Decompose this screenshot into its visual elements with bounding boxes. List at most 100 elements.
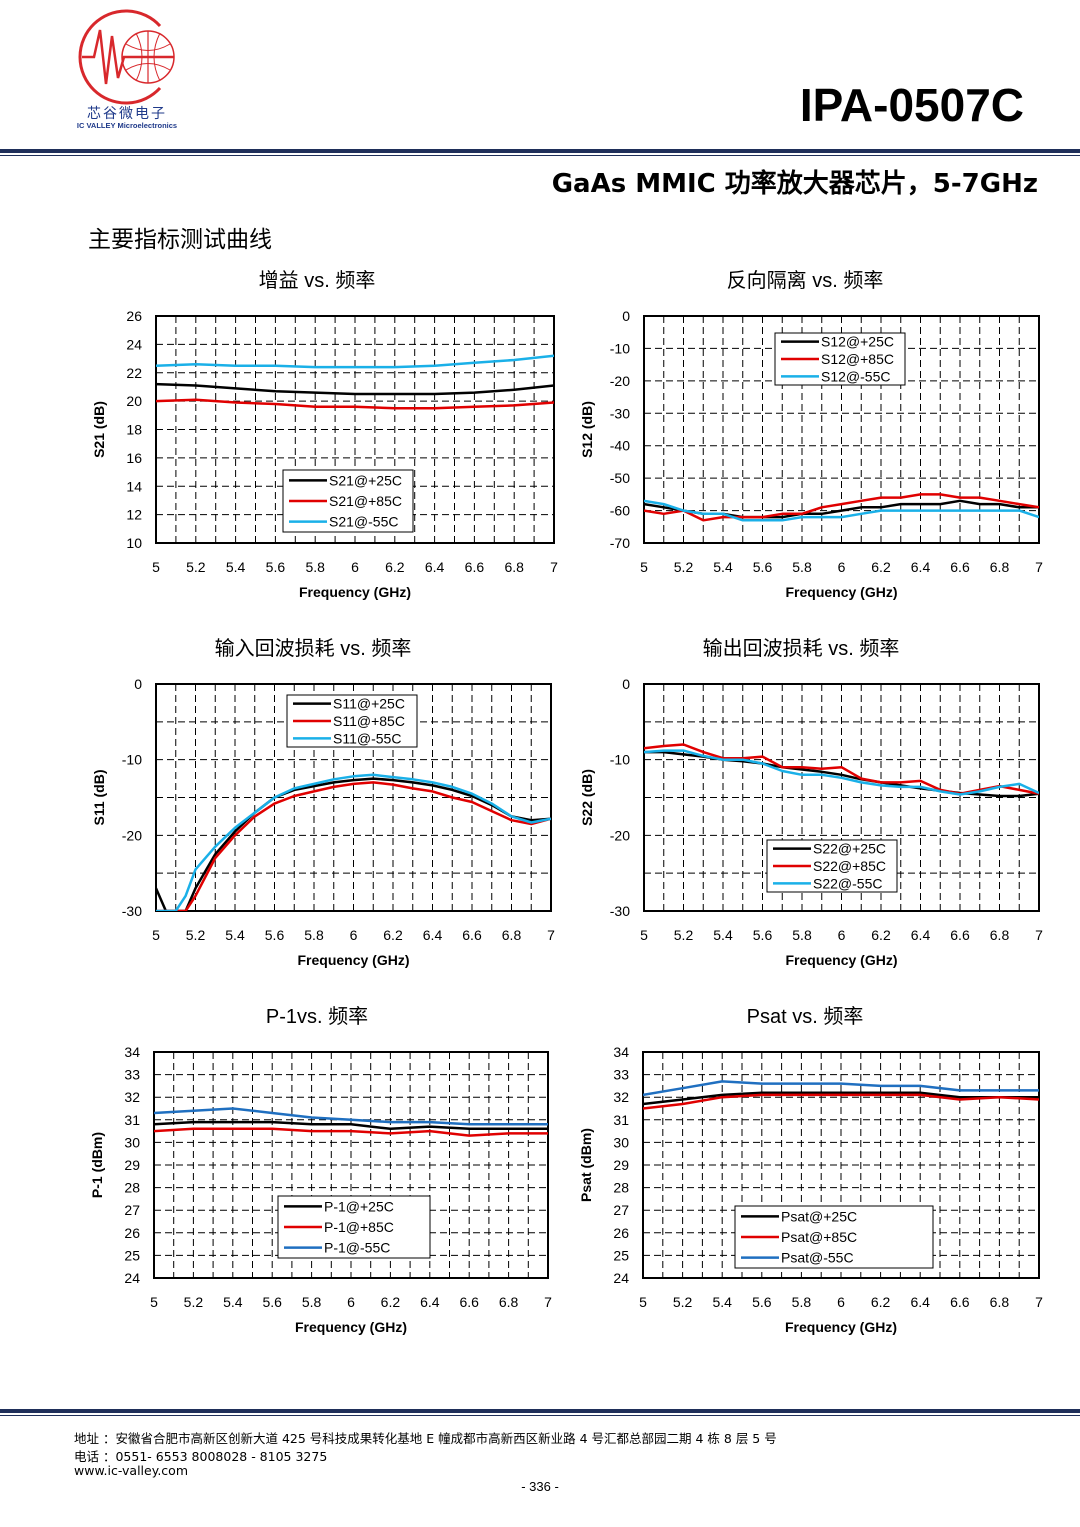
logo-chinese-name: 芯谷微电子 (87, 106, 167, 122)
y-tick-label: 27 (613, 1202, 629, 1218)
legend-label: Psat@+25C (781, 1208, 857, 1224)
x-tick-label: 6 (838, 559, 846, 575)
legend-label: S11@-55C (333, 730, 401, 746)
legend-label: S22@-55C (813, 875, 882, 891)
legend-label: S11@+25C (333, 696, 405, 712)
y-axis-label: P-1 (dBm) (89, 1132, 105, 1198)
x-tick-label: 6.6 (459, 1294, 479, 1310)
x-tick-label: 6.4 (911, 559, 931, 575)
x-tick-label: 5.6 (753, 927, 773, 943)
chart-p1: P-1vs. 频率 5 5.2 5.4 5.6 5.8 6 6.2 6.4 6.6 6.8 7 24 25… (89, 1005, 552, 1335)
footer-rule (0, 1409, 1080, 1413)
x-tick-label: 5.4 (223, 1294, 243, 1310)
y-tick-label: 26 (124, 1225, 140, 1241)
x-tick-label: 5.2 (673, 1294, 693, 1310)
legend-label: Psat@-55C (781, 1250, 854, 1266)
legend-label: S22@+25C (813, 841, 886, 857)
x-tick-label: 6.6 (950, 559, 970, 575)
y-tick-label: -30 (610, 903, 630, 919)
x-tick-label: 5 (640, 927, 648, 943)
x-tick-label: 6.8 (504, 559, 524, 575)
y-tick-label: -30 (122, 903, 142, 919)
y-tick-label: 33 (613, 1067, 629, 1083)
x-tick-label: 5.2 (674, 559, 694, 575)
plot-frame (155, 683, 552, 912)
series-line-S11@-55C (156, 773, 551, 911)
chart-title: P-1vs. 频率 (266, 1005, 368, 1028)
series-line-S12@+85C (644, 493, 1039, 522)
x-tick-label: 6 (837, 1294, 845, 1310)
y-axis-label: S22 (dB) (579, 769, 595, 826)
x-tick-label: 6.4 (425, 559, 445, 575)
series-line-P-1@+85C (154, 1127, 548, 1137)
y-tick-label: 26 (613, 1225, 629, 1241)
x-tick-label: 7 (1035, 927, 1043, 943)
y-tick-label: -70 (610, 535, 630, 551)
plot-frame (155, 315, 555, 544)
x-tick-label: 6.8 (990, 559, 1010, 575)
y-tick-label: -50 (610, 470, 630, 486)
y-tick-label: 10 (126, 535, 142, 551)
footer-website[interactable]: www.ic-valley.com (74, 1463, 188, 1478)
x-tick-label: 5.6 (752, 1294, 772, 1310)
series-line-S11@+85C (156, 781, 551, 911)
chart-title: Psat vs. 频率 (747, 1005, 864, 1028)
x-tick-label: 5.4 (226, 559, 246, 575)
x-tick-label: 5.8 (792, 559, 812, 575)
y-tick-label: 31 (613, 1112, 629, 1128)
chart-psat: Psat vs. 频率 5 5.2 5.4 5.6 5.8 6 6.2 6.4 6.6 6.8 7 24… (578, 1005, 1043, 1335)
y-tick-label: 25 (124, 1247, 140, 1263)
series-line-S22@+85C (644, 743, 1039, 795)
legend-label: Psat@+85C (781, 1229, 857, 1245)
plot-frame (643, 315, 1040, 544)
series-line-P-1@+25C (154, 1120, 548, 1131)
footer-address: 地址 ：安徽省合肥市高新区创新大道 425 号科技成果转化基地 E 幢成都市高新… (74, 1431, 777, 1446)
x-tick-label: 6.2 (871, 559, 891, 575)
y-tick-label: 16 (126, 450, 142, 466)
y-tick-label: 14 (126, 478, 142, 494)
x-tick-label: 6.6 (950, 927, 970, 943)
series-line-S21@-55C (156, 354, 554, 369)
x-axis-label: Frequency (GHz) (785, 952, 897, 968)
x-tick-label: 6.2 (871, 927, 891, 943)
y-tick-label: 30 (613, 1134, 629, 1150)
y-tick-label: 31 (124, 1112, 140, 1128)
y-tick-label: -10 (610, 340, 630, 356)
x-axis-label: Frequency (GHz) (295, 1319, 407, 1335)
x-tick-label: 6.2 (385, 559, 405, 575)
series-line-Psat@+85C (643, 1093, 1039, 1110)
header-rule (0, 149, 1080, 153)
y-tick-label: 22 (126, 365, 142, 381)
x-tick-label: 5.2 (186, 927, 206, 943)
product-subtitle: GaAs MMIC 功率放大器芯片，5-7GHz (551, 169, 1038, 199)
y-tick-label: 34 (124, 1044, 140, 1060)
section-title: 主要指标测试曲线 (88, 227, 272, 253)
x-tick-label: 6 (351, 559, 359, 575)
footer-rule-thin (0, 1415, 1080, 1416)
x-tick-label: 6.6 (462, 927, 482, 943)
x-tick-label: 6.6 (465, 559, 485, 575)
x-tick-label: 6.8 (990, 1294, 1010, 1310)
x-tick-label: 6.4 (423, 927, 443, 943)
x-tick-label: 5.4 (712, 1294, 732, 1310)
legend-label: P-1@+25C (324, 1198, 394, 1214)
y-tick-label: 32 (124, 1089, 140, 1105)
x-tick-label: 5.8 (305, 559, 325, 575)
x-tick-label: 5 (150, 1294, 158, 1310)
series-line-P-1@-55C (154, 1107, 548, 1126)
x-tick-label: 7 (1035, 1294, 1043, 1310)
y-tick-label: 24 (613, 1270, 629, 1286)
plot-frame (153, 1051, 549, 1279)
y-tick-label: 26 (126, 308, 142, 324)
series-line-S21@+25C (156, 382, 554, 396)
y-axis-label: S12 (dB) (579, 401, 595, 458)
chart-title: 反向隔离 vs. 频率 (727, 269, 884, 292)
y-axis-label: Psat (dBm) (578, 1128, 594, 1202)
x-tick-label: 6 (347, 1294, 355, 1310)
x-tick-label: 6.8 (499, 1294, 519, 1310)
x-tick-label: 6.4 (910, 1294, 930, 1310)
x-tick-label: 5.8 (792, 1294, 812, 1310)
y-tick-label: 12 (126, 507, 142, 523)
